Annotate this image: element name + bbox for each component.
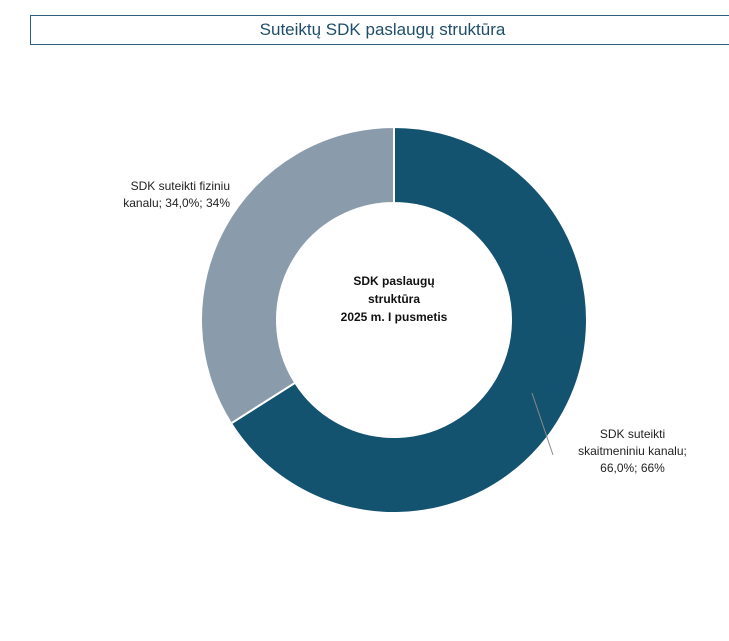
slice-physical [200, 125, 395, 425]
center-label-line-2: struktūra [367, 292, 420, 306]
slice-digital [229, 125, 588, 514]
center-label: SDK paslaugų struktūra 2025 m. I pusmeti… [294, 272, 494, 326]
donut-slices [200, 125, 588, 514]
slice-label-digital: SDK suteikti skaitmeniniu kanalu; 66,0%;… [540, 426, 725, 477]
slice-label-digital-line-3: 66,0%; 66% [600, 461, 665, 475]
slice-label-physical: SDK suteikti fiziniu kanalu; 34,0%; 34% [70, 178, 230, 212]
slice-label-physical-line-2: kanalu; 34,0%; 34% [123, 196, 230, 210]
chart-title: Suteiktų SDK paslaugų struktūra [30, 15, 729, 45]
center-label-line-1: SDK paslaugų [353, 274, 435, 288]
center-label-line-3: 2025 m. I pusmetis [340, 310, 448, 324]
leader-line-digital [531, 392, 554, 456]
slice-label-digital-line-1: SDK suteikti [599, 427, 666, 441]
slice-label-digital-line-2: skaitmeniniu kanalu; [578, 444, 687, 458]
slice-label-physical-line-1: SDK suteikti fiziniu [130, 179, 230, 193]
